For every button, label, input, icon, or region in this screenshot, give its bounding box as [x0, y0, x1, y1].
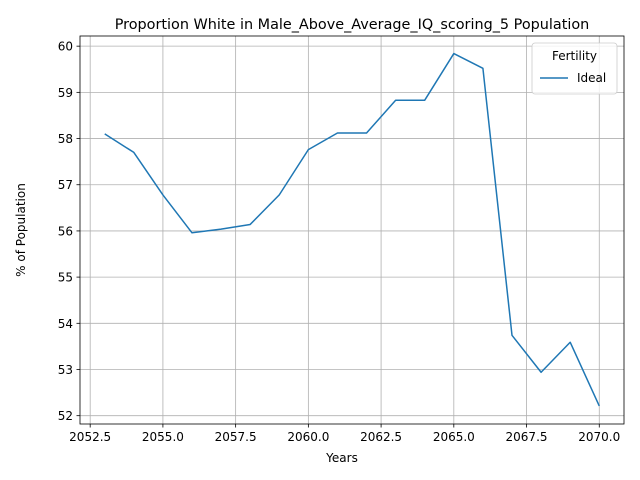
- x-tick-label: 2070.0: [578, 430, 620, 444]
- legend-frame: [531, 42, 618, 95]
- legend-label-ideal: Ideal: [577, 71, 606, 85]
- y-tick-label: 56: [58, 224, 73, 238]
- grid-lines: [80, 36, 624, 424]
- y-tick-label: 55: [58, 271, 73, 285]
- y-tick-label: 52: [58, 409, 73, 423]
- series-lines: [104, 52, 600, 407]
- y-axis-title: % of Population: [14, 183, 28, 277]
- x-tick-label: 2060.0: [287, 430, 329, 444]
- x-tick-label: 2055.0: [142, 430, 184, 444]
- x-tick-label: 2052.5: [69, 430, 111, 444]
- y-tick-label: 57: [58, 178, 73, 192]
- x-tick-label: 2062.5: [360, 430, 402, 444]
- series-line-ideal: [104, 52, 600, 407]
- x-axis-title: Years: [325, 451, 358, 465]
- x-axis-ticks: 2052.5 2055.0 2057.5 2060.0 2062.5 2065.0 2067…: [69, 424, 620, 444]
- x-tick-label: 2057.5: [215, 430, 257, 444]
- x-tick-label: 2065.0: [433, 430, 475, 444]
- y-tick-label: 54: [58, 317, 73, 331]
- x-tick-label: 2067.5: [506, 430, 548, 444]
- y-axis-ticks: 52 53 54 55 56 57 58 59 60: [58, 40, 80, 423]
- chart-title: Proportion White in Male_Above_Average_I…: [115, 17, 590, 33]
- plot-area-frame: [79, 35, 625, 425]
- y-tick-label: 59: [58, 86, 73, 100]
- y-tick-label: 60: [58, 40, 73, 54]
- legend: Fertility Ideal: [531, 42, 618, 95]
- y-tick-label: 53: [58, 363, 73, 377]
- y-tick-label: 58: [58, 132, 73, 146]
- legend-title: Fertility: [552, 49, 597, 63]
